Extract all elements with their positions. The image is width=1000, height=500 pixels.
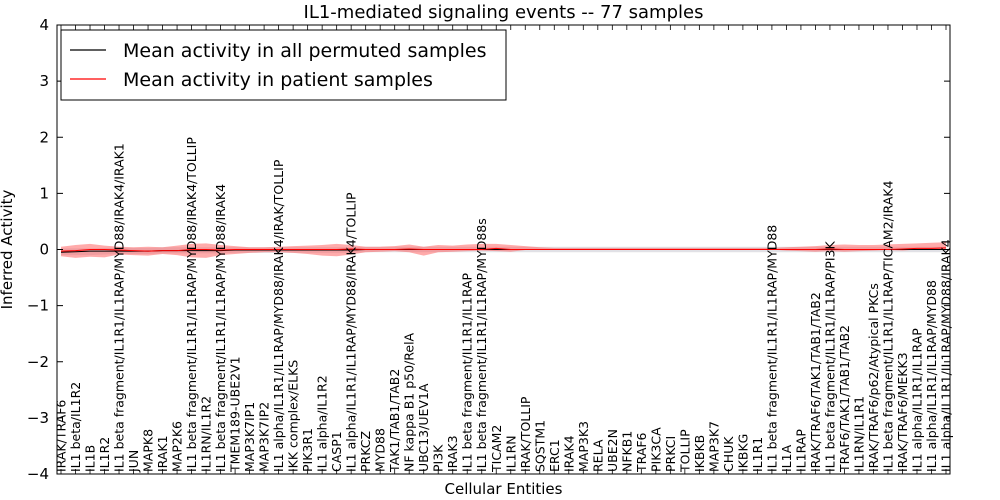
entity-label: IL1RN/IL1R1 [851, 396, 866, 472]
entity-label: IL1 beta fragment/IL1R1/IL1RAP/MYD88/IRA… [213, 184, 228, 472]
entity-label: PI3K [431, 444, 446, 472]
x-axis-entities: IRAK/TRAF6 IL1 beta/IL1R2 IL1B IL1R2 IL1 bet… [54, 25, 954, 474]
entity-label: PRKCZ [358, 431, 373, 472]
chart-title: IL1-mediated signaling events -- 77 samp… [304, 2, 704, 23]
y-tick-label: 2 [39, 128, 49, 146]
legend: Mean activity in all permuted samples Me… [60, 29, 507, 101]
y-tick-label: 3 [39, 72, 49, 90]
entity-label: IL1RAP [793, 429, 808, 472]
entity-label: IL1B [83, 445, 98, 472]
entity-label: MAP3K7IP2 [257, 402, 272, 472]
entity-label: NFKB1 [619, 431, 634, 472]
y-tick-label: 1 [39, 184, 49, 202]
entity-label: IL1 alpha/IL1R2 [315, 375, 330, 472]
entity-label: TRAF6/TAK1/TAB1/TAB2 [837, 325, 852, 473]
entity-label: IL1 beta fragment/IL1R1/IL1RAP/MYD88s [474, 218, 489, 472]
entity-label: IRAK/TRAF6/TAK1/TAB1/TAB2 [808, 292, 823, 472]
y-tick-label: −2 [27, 353, 49, 371]
entity-label: IL1 alpha/IL1R1/IL1RAP [909, 328, 924, 472]
entity-label: IL1 alpha/IL1R1/IL1RAP/MYD88/IRAK4 [939, 239, 954, 472]
y-tick-label: 0 [39, 241, 49, 259]
entity-label: IL1 beta fragment/IL1R1/IL1RAP/PI3K [822, 241, 837, 472]
entity-label: IRAK/TRAF6 [54, 400, 69, 472]
series-line-1 [60, 247, 947, 252]
y-tick-label: −4 [27, 465, 49, 483]
y-tick-label: −3 [27, 409, 49, 427]
entity-label: IL1 beta fragment/IL1R1/IL1RAP/TICAM2/IR… [880, 181, 895, 472]
entity-label: IL1 beta fragment/IL1R1/IL1RAP/MYD88 [764, 225, 779, 472]
entity-label: PIK3CA [648, 427, 663, 472]
entity-label: IKBKB [692, 435, 707, 472]
entity-label: JUN [126, 450, 141, 473]
y-axis-label: Inferred Activity [0, 189, 16, 309]
y-tick-label: 4 [39, 16, 49, 34]
entity-label: TMEM189-UBE2V1 [228, 356, 243, 473]
entity-label: IL1 alpha/IL1R1/IL1RAP/MYD88/IRAK4/IRAK/… [271, 159, 286, 472]
entity-label: PRKCI [663, 436, 678, 472]
entity-label: CASP1 [329, 431, 344, 472]
band-layer [61, 242, 946, 258]
entity-label: IL1 beta/IL1R2 [68, 382, 83, 472]
entity-label: IRAK4 [561, 435, 576, 472]
entity-label: ERC1 [547, 439, 562, 472]
y-axis: −4 −3 −2 −1 0 1 2 3 4 [27, 16, 950, 483]
entity-label: MAP3K7IP1 [242, 402, 257, 472]
entity-label: IKBKG [735, 434, 750, 472]
x-axis-label: Cellular Entities [445, 480, 563, 498]
entity-label: IRAK3 [445, 435, 460, 472]
entity-label: IL1RN/IL1R2 [199, 396, 214, 472]
entity-label: TAK1/TAB1/TAB2 [387, 369, 402, 473]
entity-label: MYD88 [373, 428, 388, 472]
legend-box [60, 29, 507, 101]
series-band-1 [61, 242, 946, 258]
entity-label: IL1 beta fragment/IL1R1/IL1RAP/MYD88/IRA… [184, 137, 199, 472]
entity-label: TOLLIP [677, 429, 692, 473]
entity-label: IKK complex/ELKS [286, 360, 301, 472]
entity-label: IRAK1 [155, 435, 170, 472]
legend-label-patient: Mean activity in patient samples [123, 69, 433, 91]
entity-label: TRAF6 [634, 432, 649, 473]
line-layer [60, 247, 947, 253]
entity-label: MAP3K7 [706, 421, 721, 472]
entity-label: TICAM2 [489, 425, 504, 473]
legend-label-permuted: Mean activity in all permuted samples [123, 40, 486, 62]
entity-label: IL1R1 [750, 437, 765, 472]
entity-label: IL1RN [503, 435, 518, 472]
entity-label: IL1 alpha/IL1R1/IL1RAP/MYD88/IRAK4/TOLLI… [344, 192, 359, 472]
entity-label: RELA [590, 439, 605, 472]
entity-label: SQSTM1 [532, 420, 547, 472]
entity-label: IL1 beta fragment/IL1R1/IL1RAP/MYD88/IRA… [112, 143, 127, 472]
entity-label: IL1 beta fragment/IL1R1/IL1RAP [460, 272, 475, 472]
entity-label: MAP3K3 [576, 421, 591, 472]
entity-label: NF kappa B1 p50/RelA [402, 332, 417, 472]
entity-label: PIK3R1 [300, 428, 315, 472]
entity-label: IRAK/TRAF6/p62/Atypical PKCs [866, 283, 881, 472]
entity-label: IL1A [779, 444, 794, 472]
entity-label: UBC13/UEV1A [416, 383, 431, 472]
entity-label: IL1R2 [97, 437, 112, 472]
entity-label: MAP2K6 [170, 421, 185, 472]
entity-label: IRAK/TOLLIP [518, 396, 533, 472]
entity-label: CHUK [721, 436, 736, 472]
entity-label: IRAK/TRAF6/MEKK3 [895, 352, 910, 472]
entity-label: IL1 alpha/IL1R1/IL1RAP/MYD88 [924, 280, 939, 472]
entity-label: MAPK8 [141, 429, 156, 472]
y-tick-label: −1 [27, 297, 49, 315]
entity-label: UBE2N [605, 429, 620, 472]
